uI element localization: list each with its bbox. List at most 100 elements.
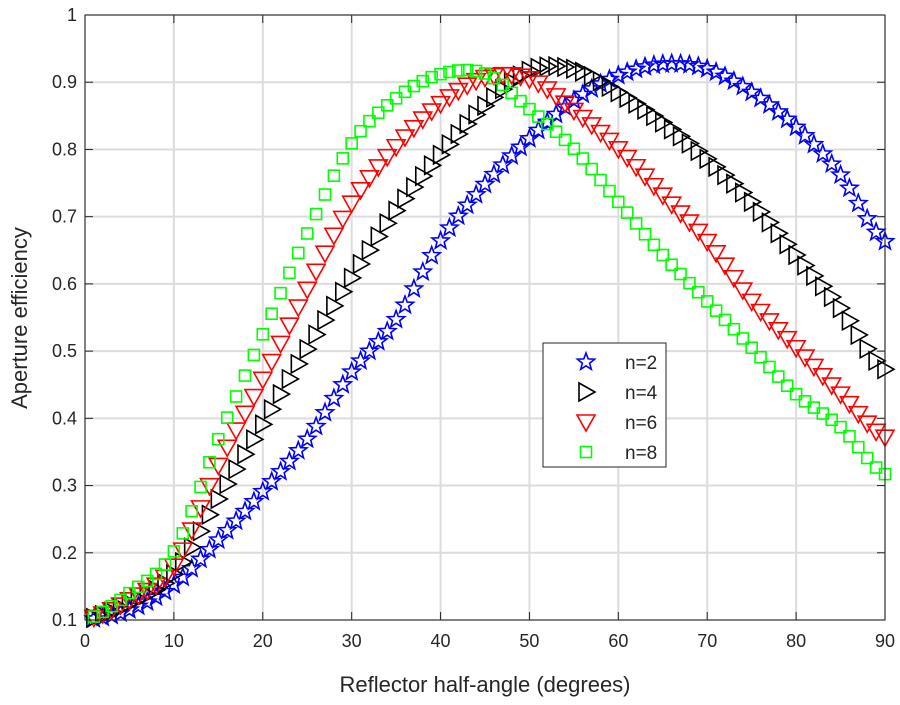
data-point (172, 542, 194, 561)
data-point (865, 423, 887, 442)
data-point (690, 140, 709, 162)
data-point (700, 295, 714, 308)
data-point (823, 286, 843, 308)
data-point (260, 470, 283, 491)
data-point (429, 229, 452, 250)
data-point (776, 108, 798, 129)
data-point (341, 195, 363, 214)
data-point (456, 193, 478, 215)
data-point (789, 387, 803, 401)
data-point (536, 81, 558, 100)
data-point (620, 206, 634, 219)
data-point (305, 263, 327, 282)
data-point (101, 602, 123, 621)
data-point (167, 545, 181, 558)
data-point (772, 370, 785, 383)
data-point (652, 187, 674, 206)
data-point (140, 574, 154, 588)
data-marks (83, 52, 896, 629)
y-tick-label: 0.7 (52, 207, 77, 227)
data-point (246, 428, 265, 450)
data-point (580, 77, 603, 98)
data-point (603, 184, 616, 198)
data-point (794, 349, 816, 368)
data-point (198, 538, 221, 559)
data-point (256, 328, 270, 341)
data-point (868, 350, 887, 372)
y-tick-label: 0.6 (52, 274, 77, 294)
data-point (829, 163, 852, 185)
data-point (612, 195, 625, 209)
data-point (776, 330, 798, 350)
data-point (734, 182, 754, 203)
data-point (843, 430, 856, 443)
data-point (403, 119, 425, 139)
data-point (420, 244, 443, 265)
legend-label: n=4 (625, 383, 658, 404)
data-point (785, 116, 807, 137)
data-point (672, 125, 692, 147)
data-point (683, 276, 696, 290)
data-point (252, 371, 274, 390)
data-point (767, 100, 790, 121)
data-point (388, 200, 407, 221)
data-point (308, 324, 327, 345)
data-point (514, 94, 527, 108)
data-point (634, 55, 656, 76)
data-point (699, 148, 718, 170)
data-point (726, 173, 745, 194)
data-point (806, 265, 825, 287)
data-point (456, 77, 478, 96)
data-point (610, 81, 629, 103)
data-point (385, 308, 407, 329)
data-point (717, 164, 736, 186)
y-tick-label: 0.8 (52, 139, 77, 159)
y-tick-label: 1 (67, 5, 77, 25)
data-point (447, 204, 470, 226)
legend-label: n=6 (625, 413, 657, 434)
data-point (494, 78, 514, 100)
data-point (403, 277, 425, 299)
data-point (803, 133, 825, 154)
data-point (207, 457, 229, 477)
data-point (576, 152, 590, 165)
data-point (607, 64, 630, 85)
data-point (263, 398, 283, 420)
data-point (616, 149, 638, 169)
data-point (847, 405, 869, 425)
data-point (770, 222, 789, 244)
data-point (539, 56, 558, 77)
data-point (647, 238, 661, 252)
data-point (216, 439, 238, 458)
data-point (797, 255, 816, 276)
y-tick-label: 0.9 (52, 72, 77, 92)
data-point (496, 78, 510, 92)
data-point (105, 599, 118, 613)
data-point (832, 297, 852, 319)
y-tick-label: 0.3 (52, 476, 77, 496)
data-point (705, 245, 727, 264)
data-point (486, 86, 505, 108)
x-tick-label: 70 (697, 631, 717, 651)
data-point (670, 205, 691, 224)
data-point (838, 176, 861, 198)
data-point (414, 165, 434, 187)
data-point (646, 105, 665, 127)
data-point (334, 281, 354, 303)
data-point (252, 480, 274, 501)
data-point (592, 70, 612, 92)
data-point (292, 246, 305, 260)
data-point (530, 57, 549, 79)
x-tick-label: 0 (80, 631, 90, 651)
data-point (665, 258, 678, 271)
data-point (723, 69, 745, 91)
data-point (163, 558, 185, 577)
data-point (696, 57, 718, 78)
data-point (727, 322, 741, 336)
data-point (736, 332, 750, 345)
data-point (385, 138, 407, 158)
data-point (619, 87, 638, 109)
data-point (317, 309, 336, 331)
data-point (350, 182, 371, 201)
